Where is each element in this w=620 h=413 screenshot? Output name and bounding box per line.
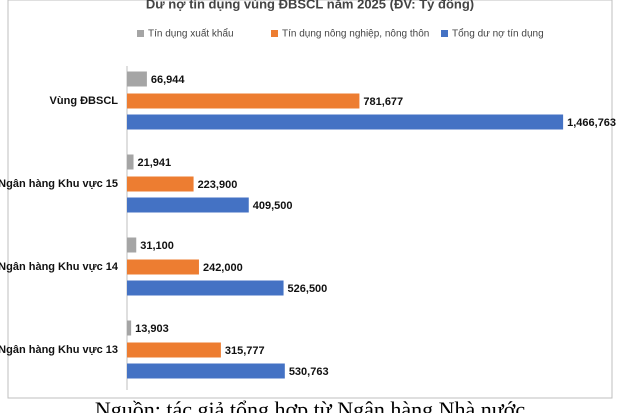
legend-swatch <box>137 30 144 37</box>
chart-title: Dư nợ tín dụng vùng ĐBSCL năm 2025 (ĐV: … <box>146 0 474 11</box>
category-label: Ngân hàng Khu vực 15 <box>0 178 118 190</box>
legend-label: Tổng dư nợ tín dụng <box>452 28 544 40</box>
legend-label: Tín dụng nông nghiệp, nông thôn <box>282 29 429 40</box>
data-label: 66,944 <box>151 74 186 86</box>
data-label: 31,100 <box>140 240 174 252</box>
chart-frame <box>7 0 613 399</box>
legend-swatch <box>271 30 278 37</box>
data-label: 1,466,763 <box>567 117 616 129</box>
data-label: 21,941 <box>138 157 172 169</box>
bar <box>127 320 132 336</box>
data-label: 781,677 <box>363 96 403 108</box>
bar <box>127 93 360 109</box>
source-caption: Nguồn: tác giả tổng hợp từ Ngân hàng Nhà… <box>95 397 525 413</box>
bar <box>127 259 199 275</box>
bar <box>127 342 221 358</box>
bar <box>127 237 137 253</box>
data-label: 526,500 <box>288 283 328 295</box>
bar <box>127 280 284 296</box>
category-label: Ngân hàng Khu vực 14 <box>0 261 119 273</box>
bar <box>127 176 194 192</box>
bar <box>127 154 134 170</box>
legend-label: Tín dụng xuất khẩu <box>148 28 234 40</box>
bar <box>127 71 147 87</box>
bar <box>127 363 285 379</box>
data-label: 409,500 <box>253 200 293 212</box>
data-label: 242,000 <box>203 262 243 274</box>
data-label: 13,903 <box>135 323 169 335</box>
bar <box>127 197 249 213</box>
bar <box>127 114 564 130</box>
data-label: 223,900 <box>198 179 238 191</box>
category-label: Vùng ĐBSCL <box>50 95 119 107</box>
category-label: Ngân hàng Khu vực 13 <box>0 344 118 356</box>
data-label: 530,763 <box>289 366 329 378</box>
data-label: 315,777 <box>225 345 265 357</box>
legend-swatch <box>441 30 448 37</box>
